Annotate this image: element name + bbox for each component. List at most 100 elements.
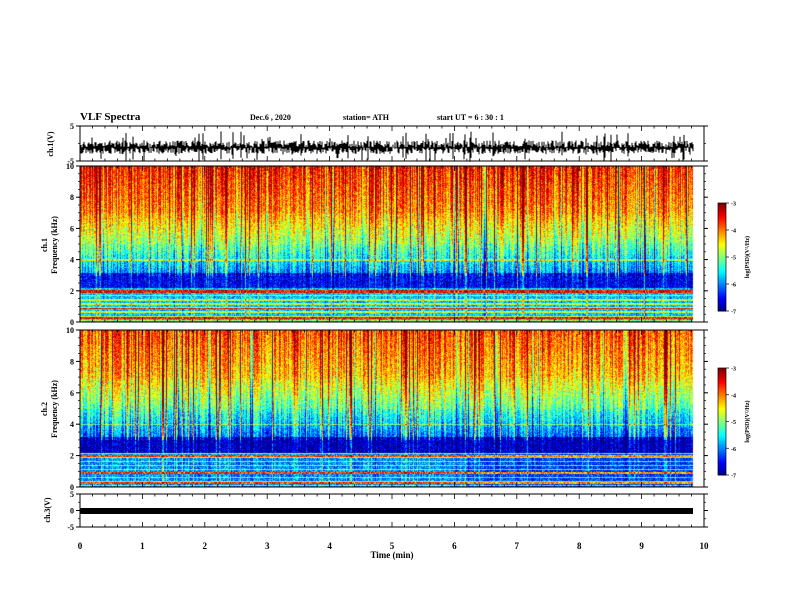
colorbar-segment	[718, 371, 726, 374]
colorbar-segment	[718, 226, 726, 229]
colorbar-segment	[718, 428, 726, 431]
plot-title: VLF Spectra	[80, 111, 141, 123]
x-tick-label: 0	[78, 541, 83, 551]
ch1-freq-y-tick-label: 8	[70, 193, 74, 202]
colorbar-segment	[718, 423, 726, 426]
colorbar-segment	[718, 222, 726, 226]
colorbar-segment	[718, 462, 726, 465]
colorbar-segment	[718, 224, 726, 227]
ch1-spectrogram-ylabel: Frequency (kHz)	[50, 216, 59, 274]
colorbar-tick-label: -3	[731, 367, 736, 373]
ch2-freq-y-tick-label: 6	[70, 389, 74, 398]
colorbar-segment	[718, 307, 726, 310]
colorbar-segment	[718, 417, 726, 421]
colorbar-segment	[718, 396, 726, 399]
colorbar-segment	[718, 228, 726, 231]
colorbar-segment	[718, 203, 726, 206]
colorbar-segment	[718, 373, 726, 376]
x-tick-label: 1	[140, 541, 145, 551]
colorbar-tick-label: -6	[731, 283, 736, 289]
colorbar-segment	[718, 392, 726, 396]
colorbar-segment	[718, 444, 726, 447]
colorbar-segment	[718, 382, 726, 385]
colorbar-tick-label: -7	[731, 310, 736, 316]
colorbar-segment	[718, 464, 726, 467]
colorbar-segment	[718, 453, 726, 456]
colorbar-segment	[718, 296, 726, 299]
colorbar-segment	[718, 293, 726, 296]
ch2-freq-y-tick-label: 0	[70, 483, 74, 492]
colorbar-segment	[718, 253, 726, 256]
x-tick-label: 9	[639, 541, 644, 551]
colorbar-segment	[718, 305, 726, 308]
colorbar-segment	[718, 425, 726, 428]
colorbar-segment	[718, 215, 726, 218]
colorbar-segment	[718, 219, 726, 222]
ch1-freq-y-tick-label: 0	[70, 318, 74, 327]
colorbar-segment	[718, 378, 726, 381]
ch2-freq-y-tick-label: 8	[70, 357, 74, 366]
colorbar-segment	[718, 287, 726, 290]
colorbar-segment	[718, 233, 726, 236]
colorbar-segment	[718, 407, 726, 410]
colorbar-tick-label: -3	[731, 202, 736, 208]
colorbar-segment	[718, 298, 726, 301]
colorbar-segment	[718, 204, 726, 208]
ch2-spectrogram-ylabel: Frequency (kHz)	[50, 380, 59, 438]
colorbar-segment	[718, 442, 726, 446]
colorbar-segment	[718, 302, 726, 305]
colorbar-segment	[718, 276, 726, 280]
station-label: station= ATH	[343, 113, 389, 122]
colorbar-segment	[718, 421, 726, 424]
colorbar-segment	[718, 401, 726, 405]
colorbar-segment	[718, 409, 726, 412]
colorbar-segment	[718, 455, 726, 458]
colorbar-segment	[718, 221, 726, 224]
colorbar-segment	[718, 230, 726, 233]
colorbar-tick-label: -5	[731, 256, 736, 262]
ch2-spectrogram-heatmap	[80, 330, 704, 487]
colorbar-segment	[718, 239, 726, 242]
colorbar-segment	[718, 430, 726, 433]
colorbar-segment	[718, 466, 726, 469]
colorbar-segment	[718, 433, 726, 437]
ch1-waveform-line	[79, 131, 694, 162]
colorbar-tick-label: -4	[731, 229, 736, 235]
colorbar-segment	[718, 437, 726, 440]
x-tick-label: 10	[700, 541, 710, 551]
colorbar-segment	[718, 240, 726, 244]
ch3-waveform-y-tick-label: -5	[67, 523, 74, 532]
colorbar-segment	[718, 309, 726, 312]
x-axis-label: Time (min)	[370, 550, 413, 560]
start-time-label: start UT = 6 : 30 : 1	[437, 113, 504, 122]
colorbar-segment	[718, 251, 726, 254]
colorbar-segment	[718, 439, 726, 442]
colorbar-segment	[718, 249, 726, 253]
x-tick-label: 6	[452, 541, 457, 551]
x-tick-label: 5	[390, 541, 395, 551]
colorbar-segment	[718, 213, 726, 217]
x-tick-label: 2	[203, 541, 208, 551]
ch1-freq-y-tick-label: 6	[70, 224, 74, 233]
colorbar-segment	[718, 467, 726, 471]
colorbar-segment	[718, 231, 726, 235]
colorbar-segment	[718, 384, 726, 387]
ch1-spectrogram-heatmap	[80, 166, 704, 322]
colorbar-segment	[718, 458, 726, 462]
colorbar-segment	[718, 257, 726, 260]
colorbar-segment	[718, 416, 726, 419]
colorbar-segment	[718, 471, 726, 474]
ch2-spectrogram-channel-label: ch.2	[40, 402, 49, 416]
colorbar-segment	[718, 212, 726, 215]
ch1-waveform-y-tick-label: -5	[67, 157, 74, 166]
colorbar-segment	[718, 375, 726, 378]
colorbar-segment	[718, 369, 726, 373]
ch3-waveform-line	[80, 508, 693, 514]
colorbar-segment	[718, 235, 726, 238]
colorbar-segment	[718, 260, 726, 263]
colorbar-segment	[718, 285, 726, 289]
colorbar-segment	[718, 300, 726, 303]
colorbar-segment	[718, 242, 726, 245]
colorbar-segment	[718, 448, 726, 451]
